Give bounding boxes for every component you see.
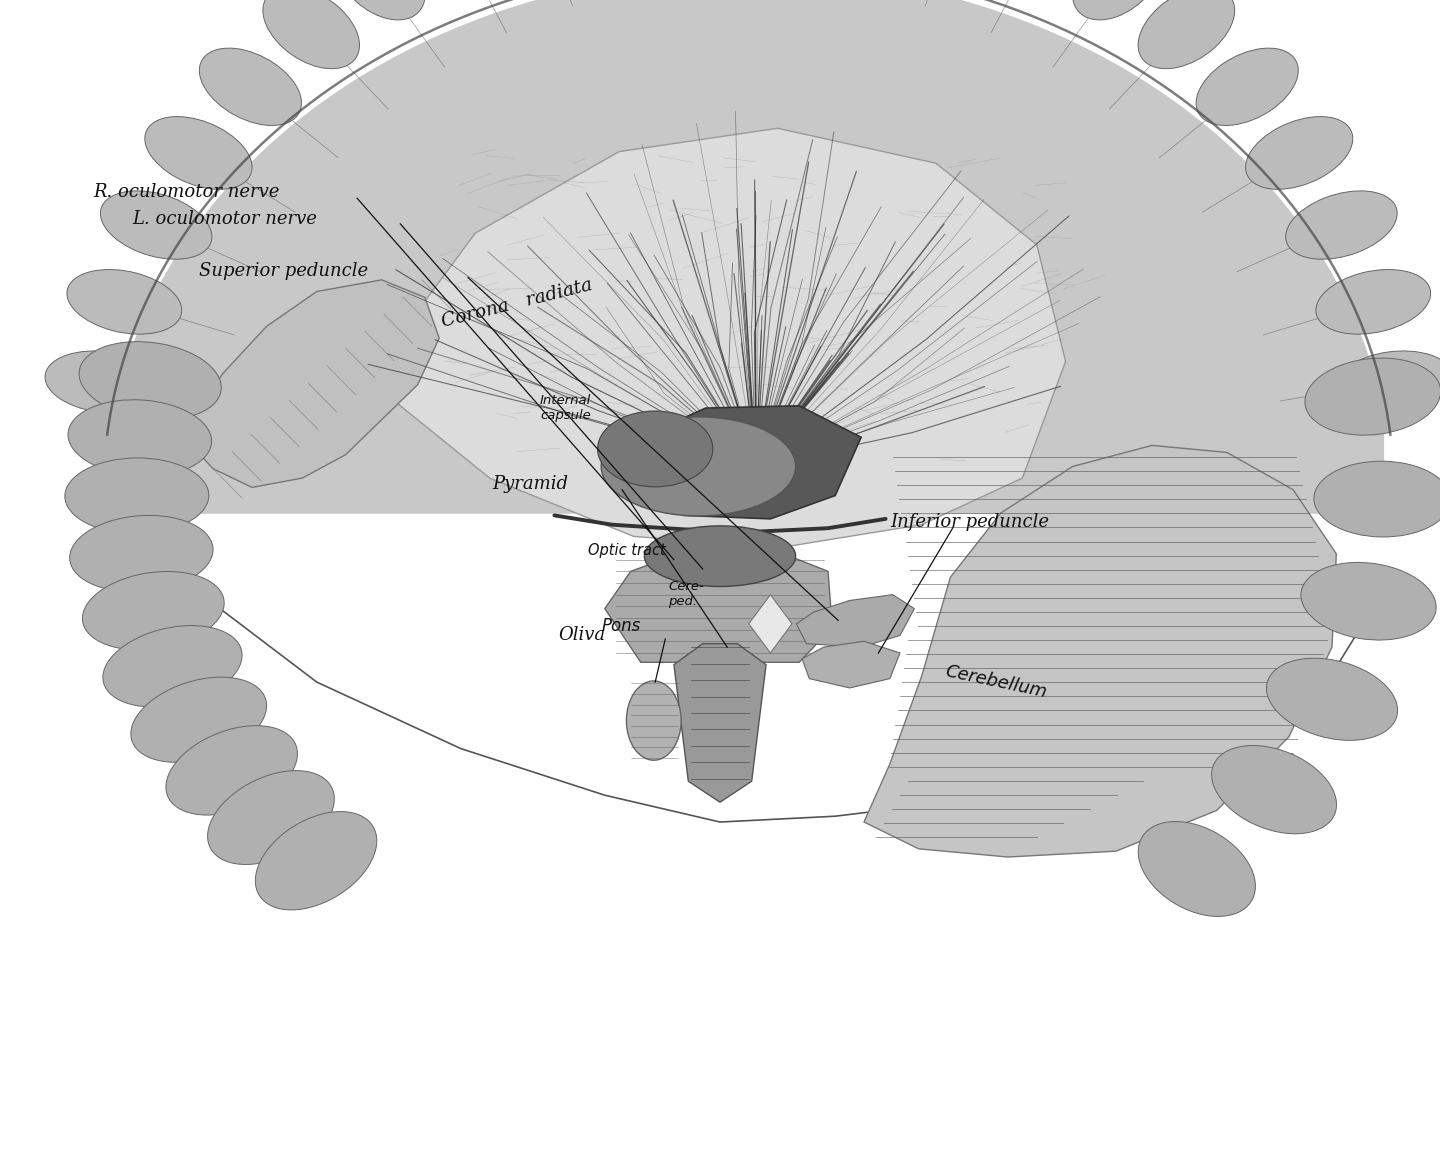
Ellipse shape <box>1316 269 1431 335</box>
Polygon shape <box>864 445 1336 857</box>
Ellipse shape <box>45 351 163 413</box>
Ellipse shape <box>207 771 334 864</box>
Ellipse shape <box>598 412 713 487</box>
Text: Cerebellum: Cerebellum <box>943 662 1048 702</box>
Ellipse shape <box>82 571 225 649</box>
Text: L. oculomotor nerve: L. oculomotor nerve <box>132 210 317 229</box>
Polygon shape <box>187 280 439 487</box>
Ellipse shape <box>199 48 301 126</box>
Ellipse shape <box>1266 659 1398 740</box>
Text: R. oculomotor nerve: R. oculomotor nerve <box>94 183 279 202</box>
Ellipse shape <box>1300 562 1436 640</box>
Polygon shape <box>389 128 1066 548</box>
Polygon shape <box>605 550 832 662</box>
Ellipse shape <box>166 725 298 815</box>
Polygon shape <box>674 644 766 802</box>
Text: Internal
capsule: Internal capsule <box>540 394 592 422</box>
Polygon shape <box>802 641 900 688</box>
Ellipse shape <box>1138 822 1256 916</box>
Ellipse shape <box>101 191 212 259</box>
Ellipse shape <box>334 0 425 20</box>
Text: Optic tract: Optic tract <box>588 543 665 559</box>
Ellipse shape <box>1305 358 1440 435</box>
Text: Inferior peduncle: Inferior peduncle <box>890 513 1048 532</box>
Ellipse shape <box>1335 351 1440 413</box>
Ellipse shape <box>66 269 181 335</box>
Ellipse shape <box>255 812 377 909</box>
Ellipse shape <box>264 0 360 69</box>
Ellipse shape <box>1197 48 1299 126</box>
Ellipse shape <box>68 400 212 476</box>
Polygon shape <box>749 595 792 653</box>
Ellipse shape <box>1313 462 1440 538</box>
Ellipse shape <box>1246 117 1352 189</box>
Polygon shape <box>796 595 914 647</box>
Ellipse shape <box>1138 0 1234 69</box>
Text: Pons: Pons <box>602 617 641 635</box>
Ellipse shape <box>1211 745 1336 834</box>
Ellipse shape <box>131 677 266 763</box>
Ellipse shape <box>626 681 681 760</box>
Ellipse shape <box>65 458 209 534</box>
Ellipse shape <box>1073 0 1164 20</box>
Ellipse shape <box>1286 191 1397 259</box>
Text: Cere-
ped.: Cere- ped. <box>668 580 704 607</box>
Ellipse shape <box>145 117 252 189</box>
Text: Corona   radiata: Corona radiata <box>439 275 593 331</box>
Ellipse shape <box>79 342 222 420</box>
Ellipse shape <box>645 526 795 586</box>
Text: Superior peduncle: Superior peduncle <box>199 261 367 280</box>
Ellipse shape <box>69 515 213 592</box>
Polygon shape <box>641 406 861 519</box>
Ellipse shape <box>102 626 242 707</box>
Polygon shape <box>114 0 1384 513</box>
Text: Pyramid: Pyramid <box>492 475 569 493</box>
Text: Oliva: Oliva <box>559 626 606 645</box>
Ellipse shape <box>600 417 795 515</box>
